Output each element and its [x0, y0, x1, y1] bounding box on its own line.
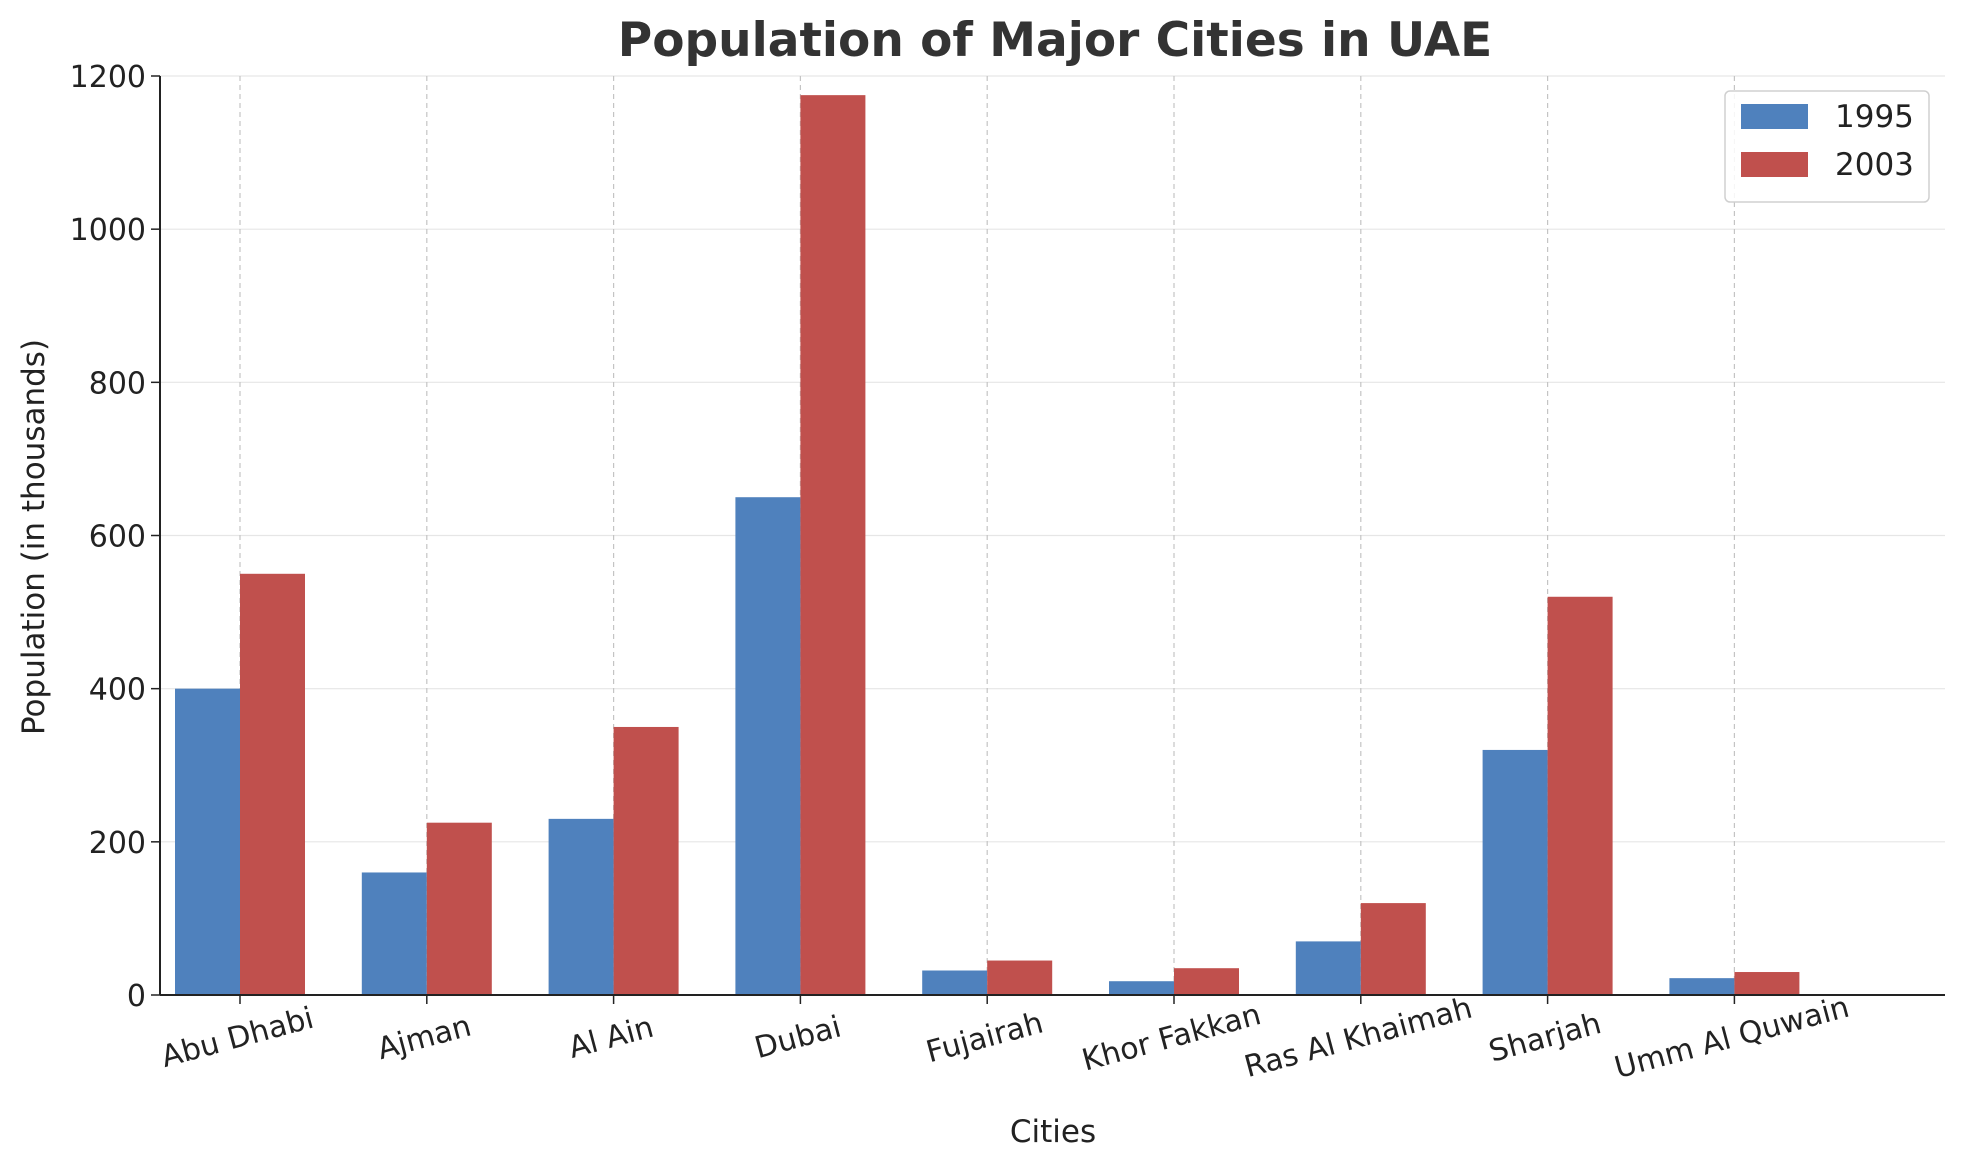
axes	[151, 75, 1945, 1004]
y-tick-label: 600	[89, 520, 146, 555]
bar-1995-fujairah	[922, 970, 988, 995]
legend-swatch-2003	[1741, 152, 1808, 177]
bar-1995-al-ain	[548, 818, 614, 995]
legend-label: 1995	[1835, 99, 1914, 135]
legend-label: 2003	[1835, 147, 1914, 183]
bar-2003-abu-dhabi	[240, 573, 305, 995]
legend-swatch-1995	[1741, 104, 1808, 129]
bar-1995-khor-fakkan	[1109, 981, 1174, 995]
y-tick-label: 800	[89, 366, 146, 401]
y-tick-label: 1000	[70, 213, 146, 248]
chart-title: Population of Major Cities in UAE	[618, 13, 1492, 68]
bar-1995-ras-al-khaimah	[1295, 941, 1361, 995]
bar-2003-dubai	[800, 95, 866, 996]
x-axis-label: Cities	[1010, 1114, 1096, 1150]
y-tick-label: 400	[89, 673, 146, 708]
bar-2003-khor-fakkan	[1174, 968, 1239, 995]
y-tick-label: 200	[89, 826, 146, 861]
bar-2003-umm-al-quwain	[1734, 972, 1800, 995]
bar-2003-ajman	[426, 822, 492, 995]
y-axis-label: Population (in thousands)	[16, 339, 52, 735]
bars	[175, 95, 1800, 996]
y-tick-label: 0	[127, 979, 146, 1014]
legend: 1995 2003	[1724, 90, 1930, 203]
bar-1995-umm-al-quwain	[1669, 978, 1735, 995]
bar-2003-fujairah	[987, 960, 1053, 995]
bar-2003-ras-al-khaimah	[1360, 903, 1426, 995]
y-tick-label: 1200	[70, 60, 146, 95]
bar-1995-dubai	[735, 497, 801, 995]
bar-1995-abu-dhabi	[175, 688, 240, 995]
bar-1995-sharjah	[1482, 749, 1548, 995]
bar-2003-al-ain	[613, 726, 679, 995]
bar-2003-sharjah	[1547, 596, 1613, 995]
bar-1995-ajman	[361, 872, 427, 995]
